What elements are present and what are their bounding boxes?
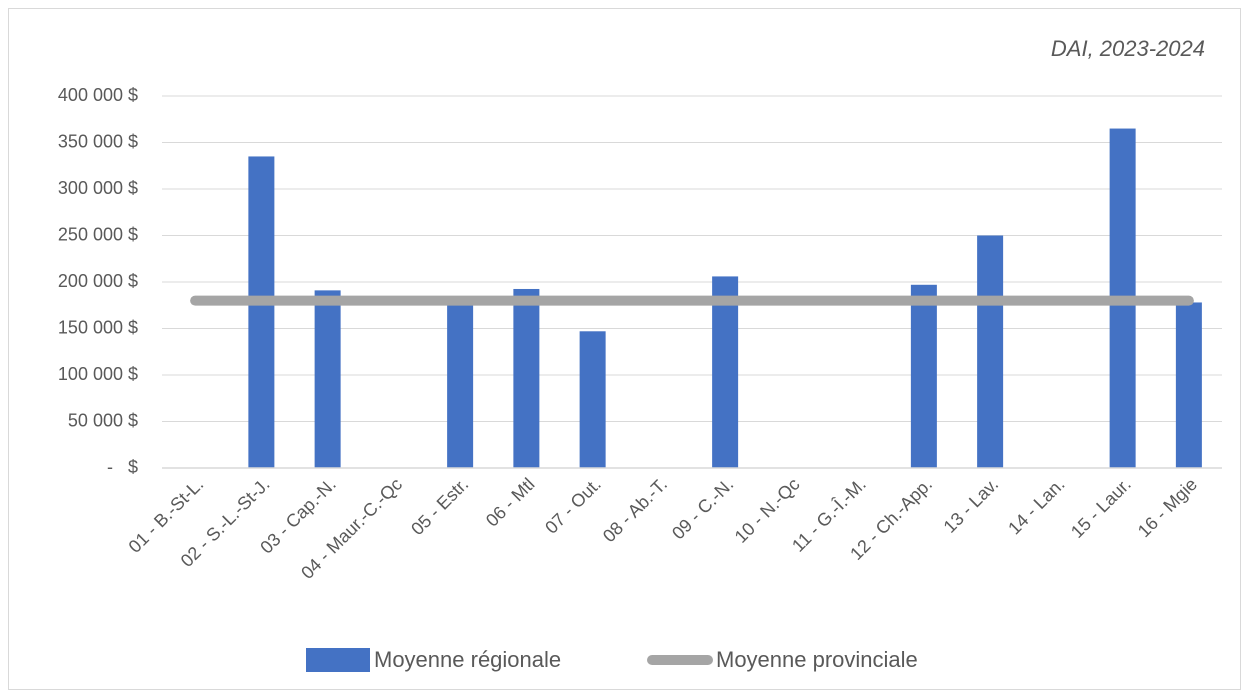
bar — [314, 290, 341, 468]
y-tick-label: 350 000 $ — [58, 131, 138, 151]
y-tick-label: 100 000 $ — [58, 364, 138, 384]
legend-label: Moyenne régionale — [374, 647, 561, 672]
annotation: DAI, 2023-2024 — [1051, 36, 1205, 61]
bar — [977, 235, 1004, 468]
bar — [910, 284, 937, 468]
bar — [1175, 302, 1202, 468]
y-tick-label: 250 000 $ — [58, 224, 138, 244]
bar — [248, 156, 275, 468]
bar — [447, 302, 474, 468]
y-tick-label: 400 000 $ — [58, 85, 138, 105]
y-tick-label: 300 000 $ — [58, 178, 138, 198]
legend-label: Moyenne provinciale — [716, 647, 918, 672]
legend-swatch — [306, 648, 370, 672]
y-tick-label: 200 000 $ — [58, 271, 138, 291]
bar — [513, 288, 540, 468]
bar — [712, 276, 739, 468]
y-tick-label: 150 000 $ — [58, 317, 138, 337]
chart-frame — [8, 8, 1241, 690]
bar — [579, 331, 606, 468]
y-tick-label: 50 000 $ — [68, 410, 138, 430]
y-tick-label: - $ — [107, 457, 138, 477]
